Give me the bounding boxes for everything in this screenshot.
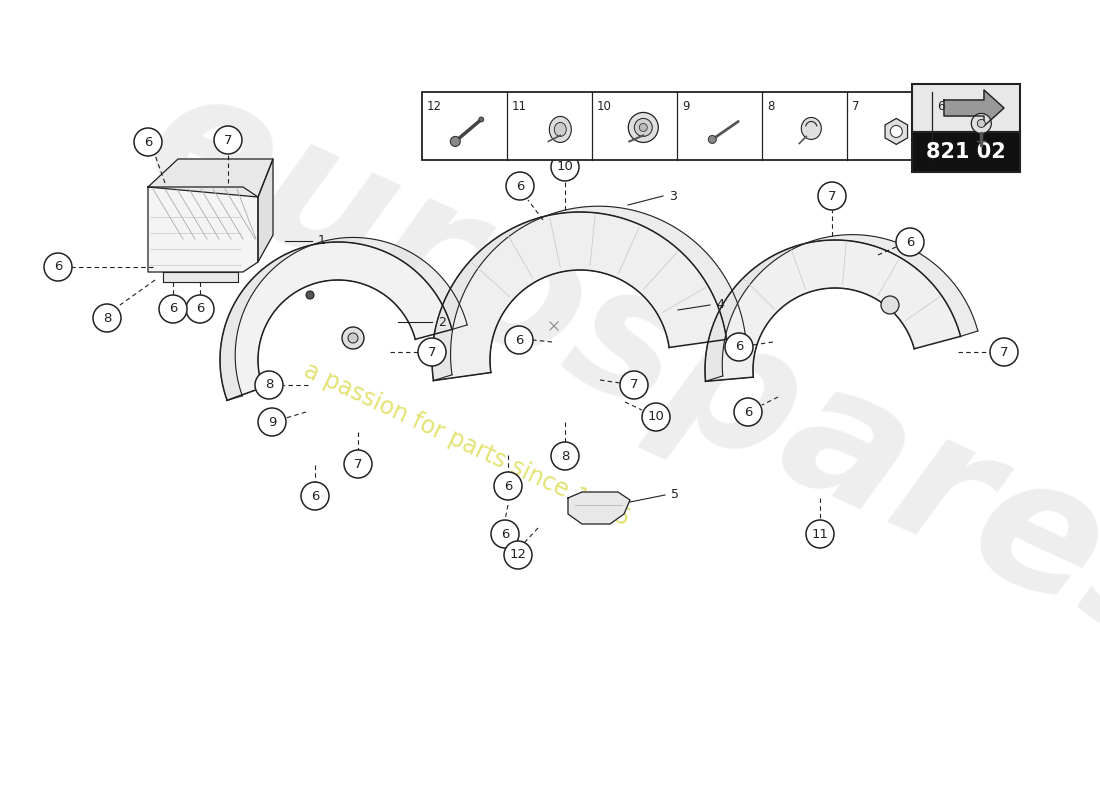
Circle shape — [505, 326, 534, 354]
Polygon shape — [568, 492, 630, 524]
Text: 6: 6 — [196, 302, 205, 315]
Circle shape — [255, 371, 283, 399]
Text: 10: 10 — [557, 161, 573, 174]
Circle shape — [971, 114, 991, 134]
Text: 821 02: 821 02 — [926, 142, 1005, 162]
Circle shape — [734, 398, 762, 426]
Polygon shape — [705, 240, 960, 382]
Text: a passion for parts since 1985: a passion for parts since 1985 — [300, 358, 634, 531]
Circle shape — [642, 403, 670, 431]
Polygon shape — [220, 242, 452, 400]
Circle shape — [342, 327, 364, 349]
Circle shape — [306, 291, 313, 299]
Circle shape — [214, 126, 242, 154]
Ellipse shape — [554, 122, 566, 137]
Text: 7: 7 — [852, 100, 859, 113]
Circle shape — [639, 123, 647, 131]
Circle shape — [418, 338, 446, 366]
Circle shape — [344, 450, 372, 478]
Polygon shape — [220, 238, 468, 400]
Text: 6: 6 — [168, 302, 177, 315]
Polygon shape — [944, 90, 1004, 126]
Text: 7: 7 — [827, 190, 836, 202]
Ellipse shape — [801, 118, 822, 139]
FancyBboxPatch shape — [912, 132, 1020, 172]
Circle shape — [186, 295, 214, 323]
Polygon shape — [705, 234, 978, 382]
Text: 6: 6 — [905, 235, 914, 249]
Text: 9: 9 — [682, 100, 690, 113]
Circle shape — [506, 172, 534, 200]
Circle shape — [896, 228, 924, 256]
Text: 6: 6 — [144, 135, 152, 149]
Polygon shape — [432, 206, 745, 381]
Text: 10: 10 — [648, 410, 664, 423]
Text: 6: 6 — [735, 341, 744, 354]
Circle shape — [44, 253, 72, 281]
Circle shape — [134, 128, 162, 156]
Text: 7: 7 — [629, 378, 638, 391]
Text: 6: 6 — [54, 261, 63, 274]
Polygon shape — [148, 187, 258, 272]
Text: eurospares: eurospares — [120, 49, 1100, 691]
Circle shape — [818, 182, 846, 210]
Text: 6: 6 — [516, 179, 525, 193]
Circle shape — [628, 113, 658, 142]
Circle shape — [725, 333, 754, 361]
Circle shape — [504, 541, 532, 569]
Circle shape — [990, 338, 1018, 366]
Circle shape — [890, 126, 902, 138]
Polygon shape — [163, 272, 238, 282]
Circle shape — [551, 442, 579, 470]
Text: 3: 3 — [669, 190, 676, 202]
Text: 7: 7 — [354, 458, 362, 470]
Text: 6: 6 — [744, 406, 752, 418]
Circle shape — [551, 153, 579, 181]
Text: 7: 7 — [1000, 346, 1009, 358]
Text: 10: 10 — [597, 100, 612, 113]
Ellipse shape — [549, 117, 571, 142]
Text: 6: 6 — [311, 490, 319, 502]
Circle shape — [301, 482, 329, 510]
Circle shape — [478, 117, 484, 122]
Circle shape — [708, 135, 716, 143]
Polygon shape — [148, 159, 273, 197]
Text: 9: 9 — [267, 415, 276, 429]
Polygon shape — [432, 212, 727, 381]
Text: 1: 1 — [318, 234, 326, 247]
FancyBboxPatch shape — [422, 92, 1018, 160]
FancyBboxPatch shape — [912, 84, 1020, 132]
Text: 6: 6 — [500, 527, 509, 541]
Polygon shape — [886, 118, 907, 145]
Text: 8: 8 — [767, 100, 774, 113]
Text: 7: 7 — [428, 346, 437, 358]
Text: 7: 7 — [223, 134, 232, 146]
Text: 2: 2 — [438, 315, 446, 329]
Text: 8: 8 — [265, 378, 273, 391]
Text: 6: 6 — [937, 100, 945, 113]
Text: 6: 6 — [515, 334, 524, 346]
Text: 8: 8 — [561, 450, 569, 462]
Text: 6: 6 — [504, 479, 513, 493]
Text: 12: 12 — [509, 549, 527, 562]
Circle shape — [635, 118, 652, 137]
Text: 8: 8 — [102, 311, 111, 325]
Circle shape — [977, 119, 986, 127]
Circle shape — [491, 520, 519, 548]
Polygon shape — [258, 159, 273, 262]
Circle shape — [348, 333, 358, 343]
Text: 12: 12 — [427, 100, 442, 113]
Circle shape — [160, 295, 187, 323]
Text: 11: 11 — [512, 100, 527, 113]
Circle shape — [450, 137, 460, 146]
Text: 4: 4 — [716, 298, 724, 311]
Circle shape — [494, 472, 522, 500]
Text: 11: 11 — [812, 527, 828, 541]
Circle shape — [806, 520, 834, 548]
Circle shape — [620, 371, 648, 399]
Circle shape — [258, 408, 286, 436]
Circle shape — [94, 304, 121, 332]
Text: 5: 5 — [671, 489, 679, 502]
Circle shape — [881, 296, 899, 314]
